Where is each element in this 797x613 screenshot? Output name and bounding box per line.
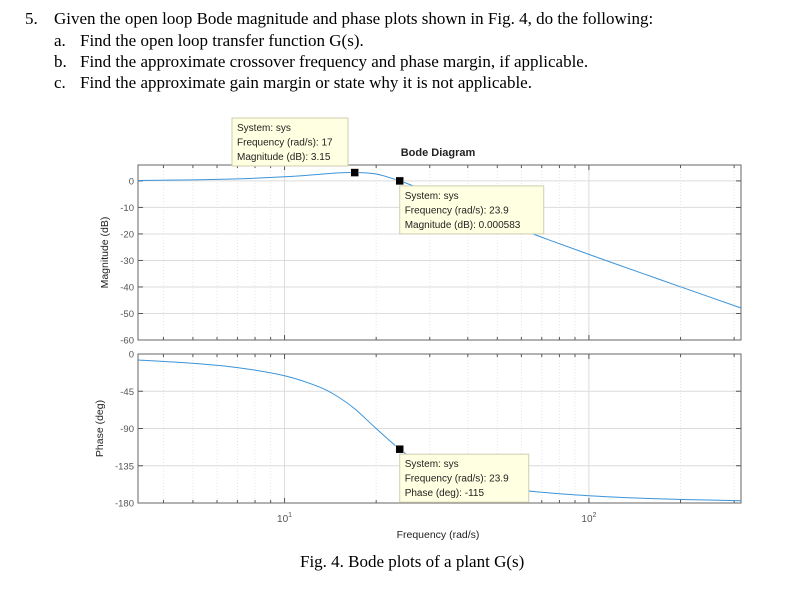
datatip-line: System: sys (405, 191, 459, 202)
datatip-marker (395, 176, 404, 186)
datatip-line: Frequency (rad/s): 23.9 (405, 474, 509, 485)
phase-ylabel: Phase (deg) (94, 400, 106, 457)
datatip-line: Magnitude (dB): 3.15 (237, 152, 331, 163)
y-tick-label: -20 (120, 229, 134, 240)
datatip-line: Magnitude (dB): 0.000583 (405, 220, 521, 231)
datatip-line: System: sys (237, 123, 291, 134)
item-c-text: Find the approximate gain margin or stat… (80, 73, 532, 92)
question-prompt: Given the open loop Bode magnitude and p… (54, 9, 654, 28)
magnitude-ylabel: Magnitude (dB) (99, 217, 111, 289)
y-tick-label: -40 (120, 282, 134, 293)
x-axis-label: Frequency (rad/s) (397, 529, 480, 541)
phase-axes-box (137, 353, 742, 504)
y-tick-label: -135 (115, 461, 134, 472)
y-tick-label: -10 (120, 203, 134, 214)
x-tick-label: 101 (277, 512, 292, 525)
item-b-text: Find the approximate crossover frequency… (80, 52, 589, 71)
y-tick-label: -60 (120, 336, 134, 347)
y-tick-label: -180 (115, 499, 134, 510)
item-a-label: a. (54, 31, 66, 50)
item-c-label: c. (54, 73, 66, 92)
datatip: System: sys Frequency (rad/s): 23.9 Phase … (395, 444, 530, 503)
datatip-box (399, 185, 545, 235)
datatip-line: System: sys (405, 459, 459, 470)
magnitude-axes-box (137, 164, 742, 341)
item-b-label: b. (54, 52, 67, 71)
magnitude-panel: 0 -10 -20 -30 -40 -50 -60 Magnitude (dB) System:… (99, 117, 742, 347)
datatip-box (399, 453, 530, 503)
x-tick-label: 102 (581, 512, 596, 525)
datatip-box (231, 117, 349, 167)
datatip: System: sys Frequency (rad/s): 23.9 Magnit… (395, 176, 545, 235)
datatip: System: sys Frequency (rad/s): 17 Magnitud… (231, 117, 359, 177)
chart-title: Bode Diagram (401, 147, 476, 159)
datatip-line: Frequency (rad/s): 17 (237, 138, 333, 149)
y-tick-label: 0 (129, 350, 134, 361)
y-tick-label: 0 (129, 176, 134, 187)
y-tick-label: -45 (120, 387, 134, 398)
datatip-marker (395, 444, 404, 454)
datatip-marker (350, 168, 359, 177)
question-number: 5. (25, 9, 38, 28)
y-tick-label: -30 (120, 256, 134, 267)
item-a-text: Find the open loop transfer function G(s… (80, 31, 364, 50)
y-tick-label: -90 (120, 424, 134, 435)
datatip-line: Phase (deg): -115 (405, 488, 485, 499)
datatip-line: Frequency (rad/s): 23.9 (405, 205, 509, 216)
figure-caption: Fig. 4. Bode plots of a plant G(s) (300, 552, 525, 571)
phase-panel: 0 -45 -90 -135 -180 Phase (deg) System: sys Fre… (94, 350, 742, 510)
y-tick-label: -50 (120, 309, 134, 320)
